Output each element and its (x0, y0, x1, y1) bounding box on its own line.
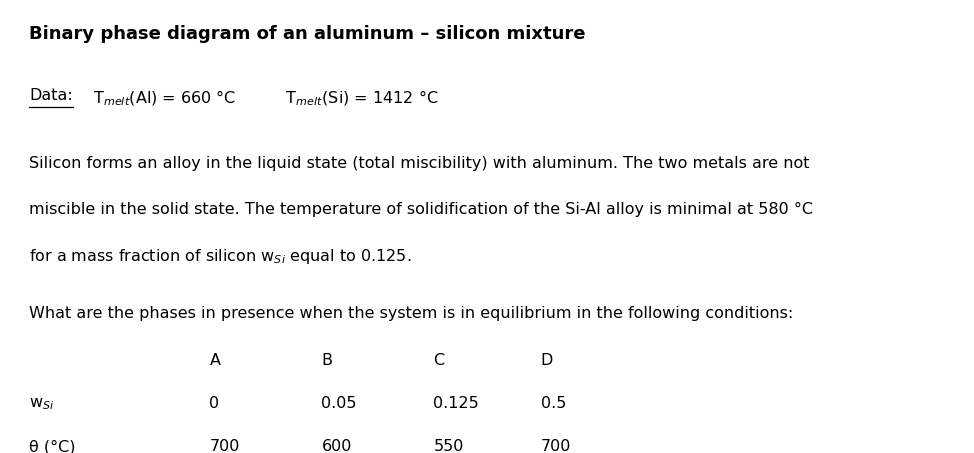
Text: 700: 700 (209, 439, 240, 453)
Text: for a mass fraction of silicon w$_{Si}$ equal to 0.125.: for a mass fraction of silicon w$_{Si}$ … (29, 247, 412, 266)
Text: 600: 600 (321, 439, 352, 453)
Text: miscible in the solid state. The temperature of solidification of the Si-Al allo: miscible in the solid state. The tempera… (29, 202, 813, 217)
Text: w$_{Si}$: w$_{Si}$ (29, 396, 55, 412)
Text: θ (°C): θ (°C) (29, 439, 76, 453)
Text: Silicon forms an alloy in the liquid state (total miscibility) with aluminum. Th: Silicon forms an alloy in the liquid sta… (29, 156, 809, 171)
Text: 550: 550 (433, 439, 464, 453)
Text: A: A (209, 353, 220, 368)
Text: 0.125: 0.125 (433, 396, 479, 411)
Text: 700: 700 (541, 439, 571, 453)
Text: Binary phase diagram of an aluminum – silicon mixture: Binary phase diagram of an aluminum – si… (29, 25, 585, 43)
Text: 0.5: 0.5 (541, 396, 566, 411)
Text: Data:: Data: (29, 88, 73, 103)
Text: B: B (321, 353, 332, 368)
Text: D: D (541, 353, 553, 368)
Text: 0: 0 (209, 396, 219, 411)
Text: What are the phases in presence when the system is in equilibrium in the followi: What are the phases in presence when the… (29, 306, 794, 321)
Text: T$_{melt}$(Al) = 660 °C          T$_{melt}$(Si) = 1412 °C: T$_{melt}$(Al) = 660 °C T$_{melt}$(Si) =… (83, 88, 438, 108)
Text: 0.05: 0.05 (321, 396, 356, 411)
Text: C: C (433, 353, 444, 368)
